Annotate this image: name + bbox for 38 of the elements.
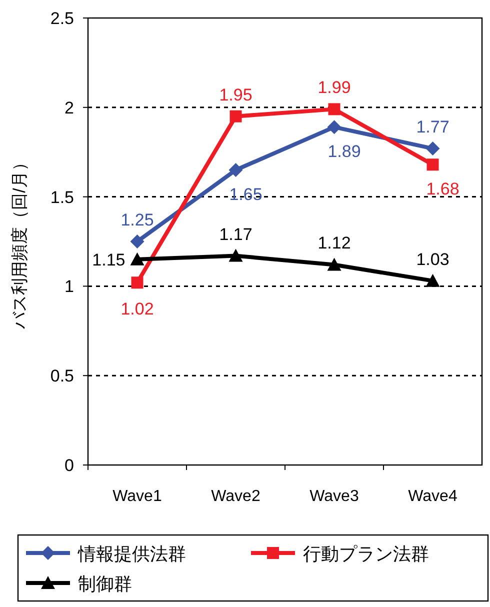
legend-label: 情報提供法群 (77, 544, 186, 564)
data-label: 1.99 (318, 78, 351, 98)
point (426, 274, 440, 287)
y-tick-label: 0.5 (50, 366, 74, 386)
data-label: 1.89 (328, 142, 361, 162)
y-tick-label: 2.5 (50, 9, 74, 28)
point (130, 234, 144, 248)
data-label: 1.95 (219, 85, 252, 104)
y-axis-title: バス利用頻度（回/月） (10, 154, 29, 330)
point (426, 158, 439, 171)
data-label: 1.25 (120, 210, 154, 230)
point (130, 252, 144, 266)
point (230, 110, 242, 122)
point (327, 258, 342, 271)
y-tick-label: 1 (64, 277, 74, 296)
point (426, 142, 440, 156)
legend-label: 制御群 (78, 574, 132, 594)
x-tick-label: Wave4 (408, 488, 458, 505)
y-tick-label: 1.5 (50, 188, 74, 207)
data-label: 1.02 (120, 300, 154, 319)
point (131, 276, 144, 289)
data-label: 1.15 (92, 250, 126, 270)
point (328, 103, 340, 116)
x-tick-label: Wave1 (112, 488, 162, 505)
y-tick-label: 0 (64, 456, 74, 475)
data-label: 1.12 (318, 234, 351, 253)
x-tick-label: Wave2 (211, 488, 260, 505)
data-label: 1.17 (219, 224, 252, 244)
data-label: 1.77 (416, 118, 450, 137)
data-label: 1.65 (229, 184, 262, 204)
point (228, 248, 243, 262)
point (327, 120, 342, 134)
point (228, 162, 243, 177)
x-tick-label: Wave3 (310, 488, 359, 505)
data-label: 1.68 (426, 180, 460, 199)
y-tick-label: 2 (64, 98, 74, 118)
data-label: 1.03 (416, 250, 450, 269)
legend-label: 行動プラン法群 (303, 544, 429, 564)
